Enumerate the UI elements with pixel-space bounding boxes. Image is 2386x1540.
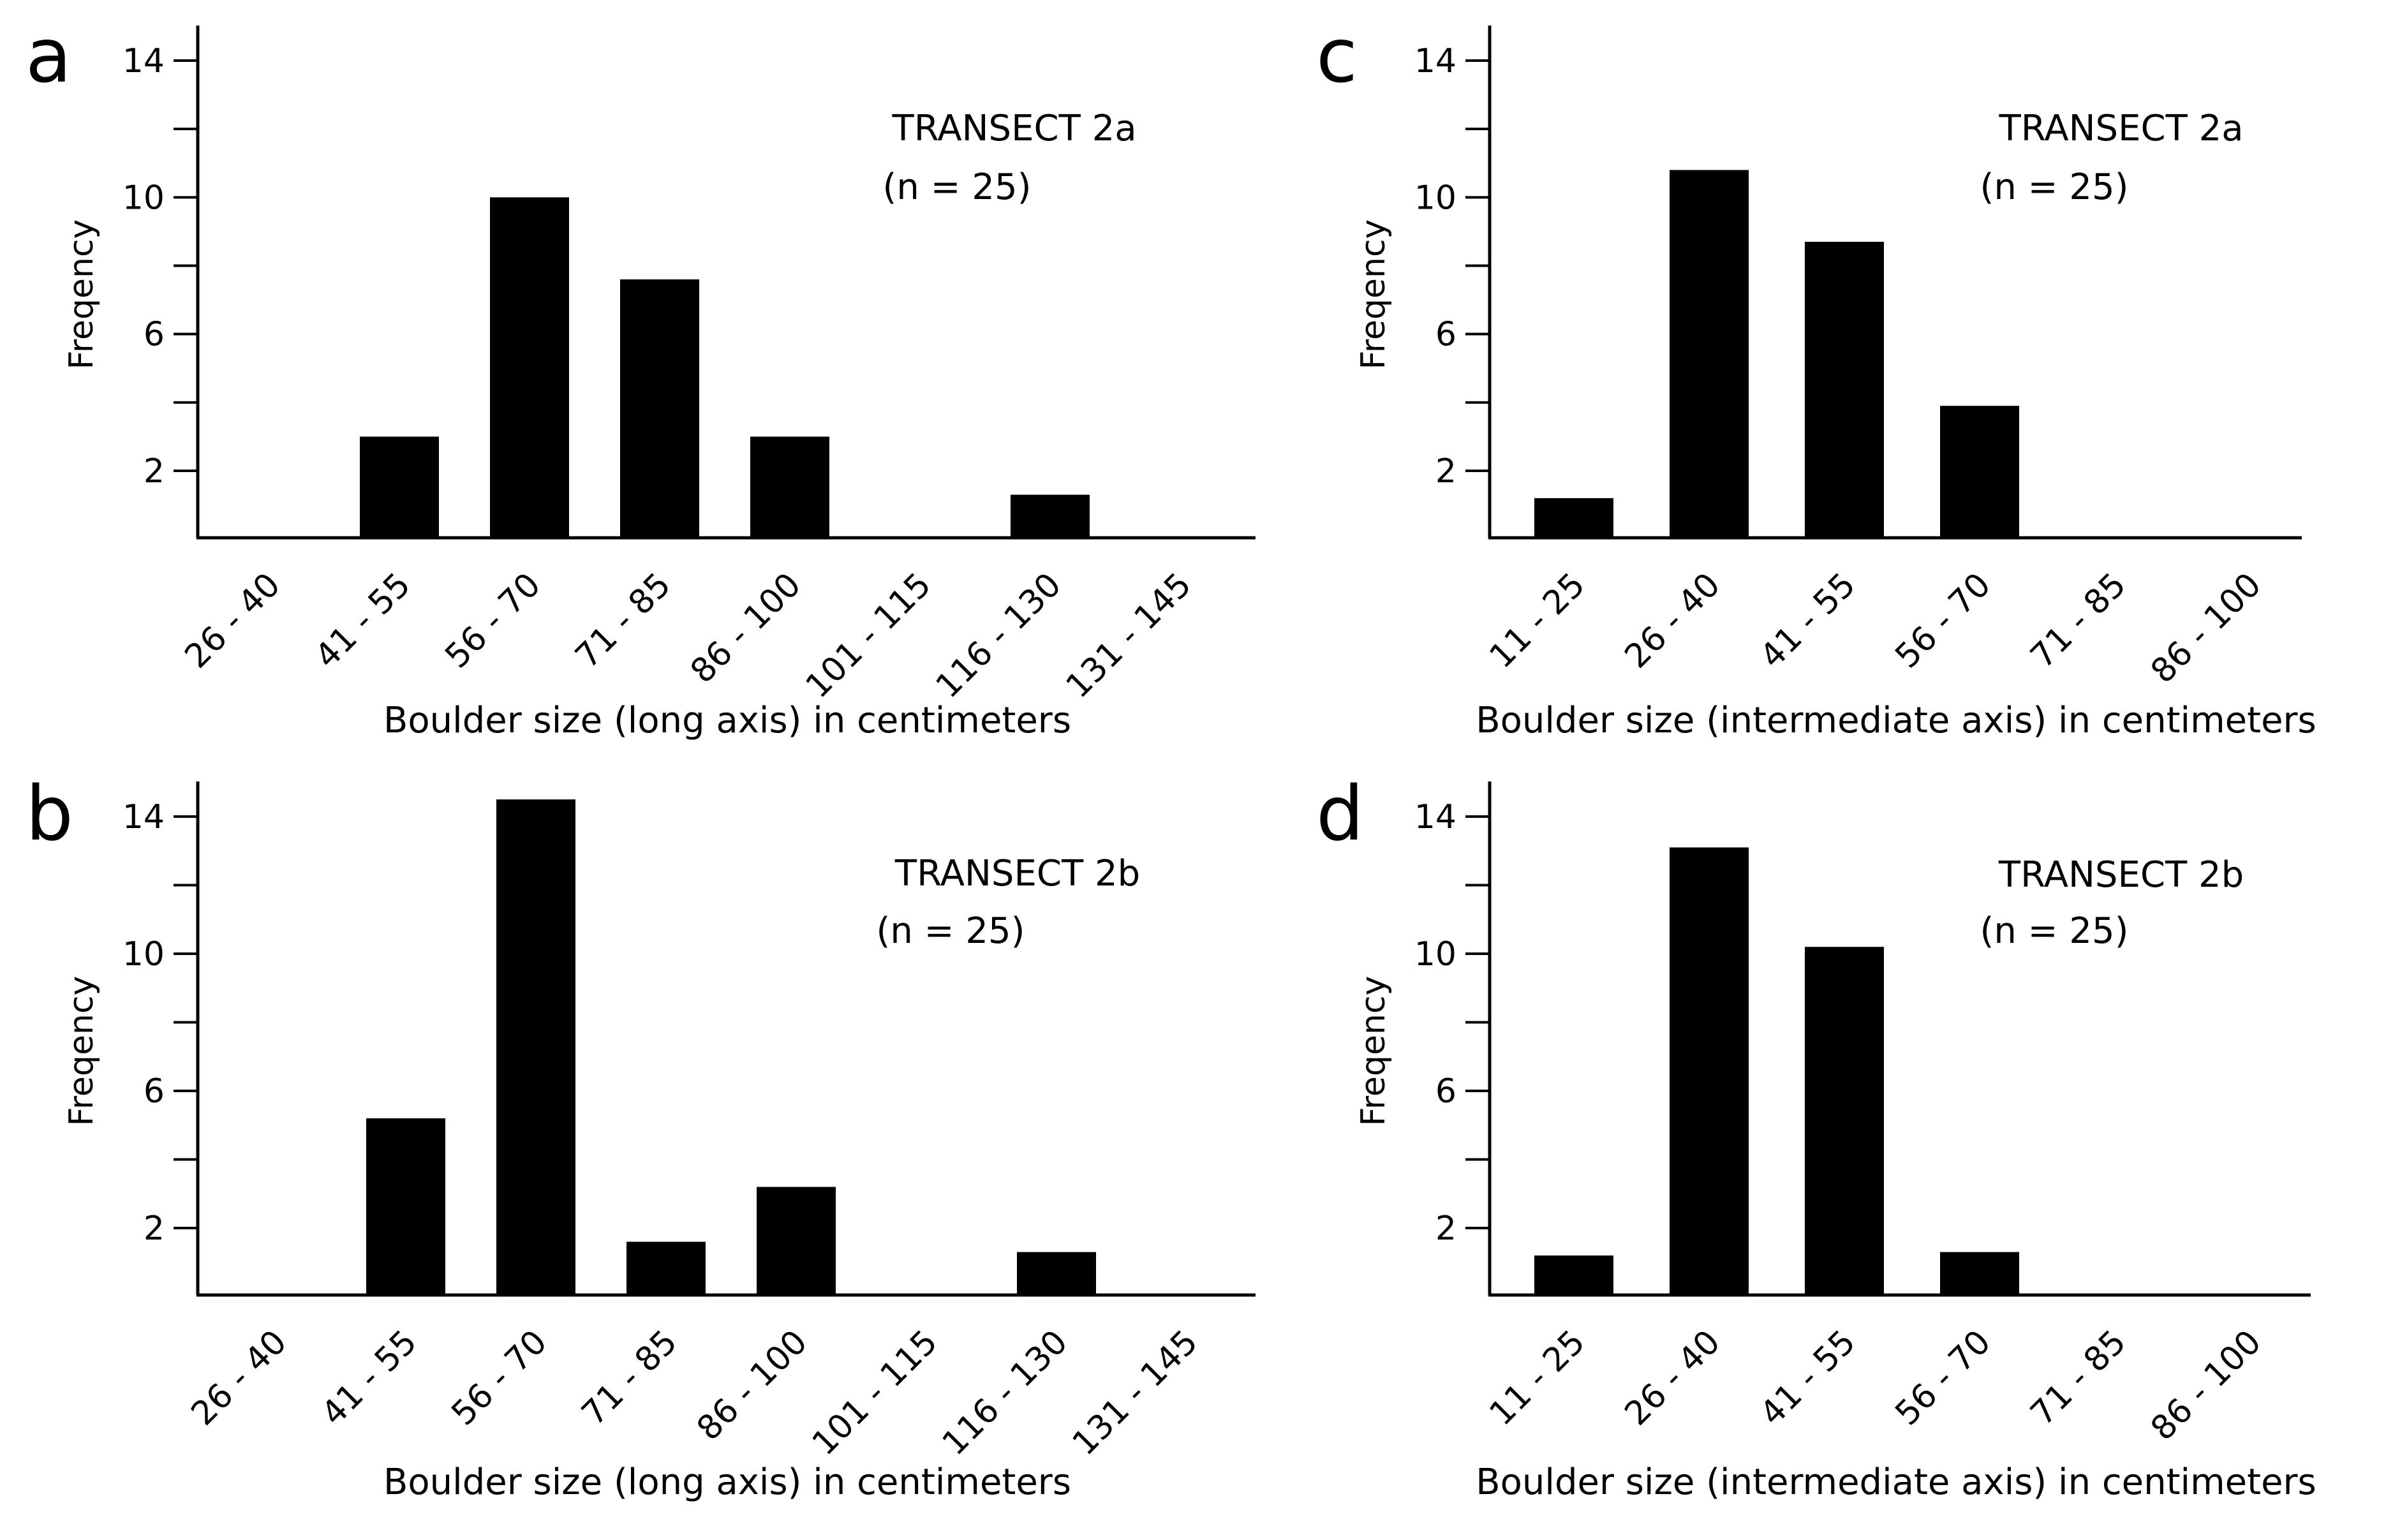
category-label: 26 - 40 xyxy=(1618,1323,1728,1433)
category-label: 11 - 25 xyxy=(1483,1323,1593,1433)
y-tick-label: 6 xyxy=(1435,316,1456,354)
y-tick-label: 10 xyxy=(122,935,165,974)
panel-letter: c xyxy=(1316,11,1358,100)
panel-d: d 2 6 10 14 11 - 25 26 - 40 41 - 55 56 - 70 71 - … xyxy=(1316,769,2316,1503)
bar-41-55 xyxy=(366,1118,445,1295)
y-tick-label: 2 xyxy=(1435,1210,1456,1248)
category-label: 41 - 55 xyxy=(1753,566,1864,676)
x-axis-label: Boulder size (long axis) in centimeters xyxy=(383,1462,1071,1503)
category-label: 116 - 130 xyxy=(935,1323,1075,1463)
y-tick-label: 2 xyxy=(144,452,165,491)
bar-71-85 xyxy=(626,1241,706,1295)
y-tick-label: 6 xyxy=(144,1072,165,1111)
x-axis-label: Boulder size (intermediate axis) in cent… xyxy=(1476,1462,2316,1503)
category-label: 56 - 70 xyxy=(1888,566,1999,676)
sample-size-label: (n = 25) xyxy=(1980,910,2129,952)
x-axis-label: Boulder size (intermediate axis) in cent… xyxy=(1476,700,2316,741)
bar-116-130 xyxy=(1017,1252,1096,1295)
category-label: 71 - 85 xyxy=(2024,566,2134,676)
transect-label: TRANSECT 2b xyxy=(1998,854,2244,896)
category-label: 71 - 85 xyxy=(2024,1323,2134,1433)
category-label: 56 - 70 xyxy=(438,566,549,676)
category-label: 26 - 40 xyxy=(184,1323,295,1433)
transect-label: TRANSECT 2b xyxy=(894,853,1140,894)
bar-56-70 xyxy=(496,799,575,1295)
category-label: 56 - 70 xyxy=(445,1323,555,1433)
bar-56-70 xyxy=(1940,406,2019,538)
bar-41-55 xyxy=(360,436,439,538)
y-tick-label: 6 xyxy=(144,316,165,354)
category-label: 131 - 145 xyxy=(1065,1323,1205,1463)
bar-41-55 xyxy=(1805,947,1884,1295)
y-tick-label: 6 xyxy=(1435,1072,1456,1111)
panel-letter: d xyxy=(1316,769,1364,857)
category-label: 26 - 40 xyxy=(1618,566,1728,676)
category-label: 86 - 100 xyxy=(690,1323,815,1448)
bar-56-70 xyxy=(490,197,569,538)
y-axis-label: Freqency xyxy=(63,976,101,1127)
y-tick-label: 2 xyxy=(144,1210,165,1248)
sample-size-label: (n = 25) xyxy=(883,167,1032,208)
category-label: 11 - 25 xyxy=(1483,566,1593,676)
category-label: 41 - 55 xyxy=(308,566,419,676)
bar-71-85 xyxy=(620,279,699,538)
bar-11-25 xyxy=(1534,498,1613,538)
bar-11-25 xyxy=(1534,1255,1613,1295)
bar-26-40 xyxy=(1670,170,1749,538)
y-axis-label: Freqency xyxy=(63,219,101,370)
category-label: 86 - 100 xyxy=(2144,566,2269,691)
bar-41-55 xyxy=(1805,241,1884,538)
category-label: 41 - 55 xyxy=(315,1323,425,1433)
y-tick-label: 14 xyxy=(1414,42,1456,80)
category-label: 41 - 55 xyxy=(1753,1323,1864,1433)
category-label: 71 - 85 xyxy=(568,566,679,676)
category-label: 56 - 70 xyxy=(1888,1323,1999,1433)
transect-label: TRANSECT 2a xyxy=(891,108,1136,149)
sample-size-label: (n = 25) xyxy=(877,910,1025,952)
y-axis-label: Freqency xyxy=(1354,219,1393,370)
category-label: 101 - 115 xyxy=(805,1323,945,1463)
category-label: 116 - 130 xyxy=(929,566,1069,706)
y-tick-label: 2 xyxy=(1435,452,1456,491)
bar-116-130 xyxy=(1011,494,1090,538)
panel-c: c 2 6 10 14 11 - 25 26 - 40 41 - 55 56 - 70 71 - … xyxy=(1316,11,2316,741)
category-label: 26 - 40 xyxy=(178,566,288,676)
y-tick-label: 14 xyxy=(122,798,165,836)
bar-56-70 xyxy=(1940,1252,2019,1295)
x-axis-label: Boulder size (long axis) in centimeters xyxy=(383,700,1071,741)
panel-a: a 2 6 10 14 26 - 40 41 - 55 56 - 70 71 - 85 86 - … xyxy=(26,11,1256,741)
y-tick-label: 14 xyxy=(122,42,165,80)
category-label: 71 - 85 xyxy=(575,1323,685,1433)
y-tick-label: 10 xyxy=(1414,179,1456,217)
transect-label: TRANSECT 2a xyxy=(1998,108,2243,149)
category-label: 86 - 100 xyxy=(683,566,808,691)
category-label: 86 - 100 xyxy=(2144,1323,2269,1448)
panel-b: b 2 6 10 14 26 - 40 41 - 55 56 - 70 71 - 85 86 - … xyxy=(26,769,1256,1503)
y-tick-label: 10 xyxy=(122,179,165,217)
sample-size-label: (n = 25) xyxy=(1980,167,2129,208)
y-tick-label: 10 xyxy=(1414,935,1456,974)
panel-letter: b xyxy=(26,769,73,857)
panel-letter: a xyxy=(26,11,71,100)
bar-26-40 xyxy=(1670,847,1749,1295)
category-label: 101 - 115 xyxy=(799,566,938,706)
category-label: 131 - 145 xyxy=(1059,566,1199,706)
y-tick-label: 14 xyxy=(1414,798,1456,836)
bar-86-100 xyxy=(750,436,829,538)
bar-86-100 xyxy=(757,1187,836,1295)
y-axis-label: Freqency xyxy=(1354,976,1393,1127)
